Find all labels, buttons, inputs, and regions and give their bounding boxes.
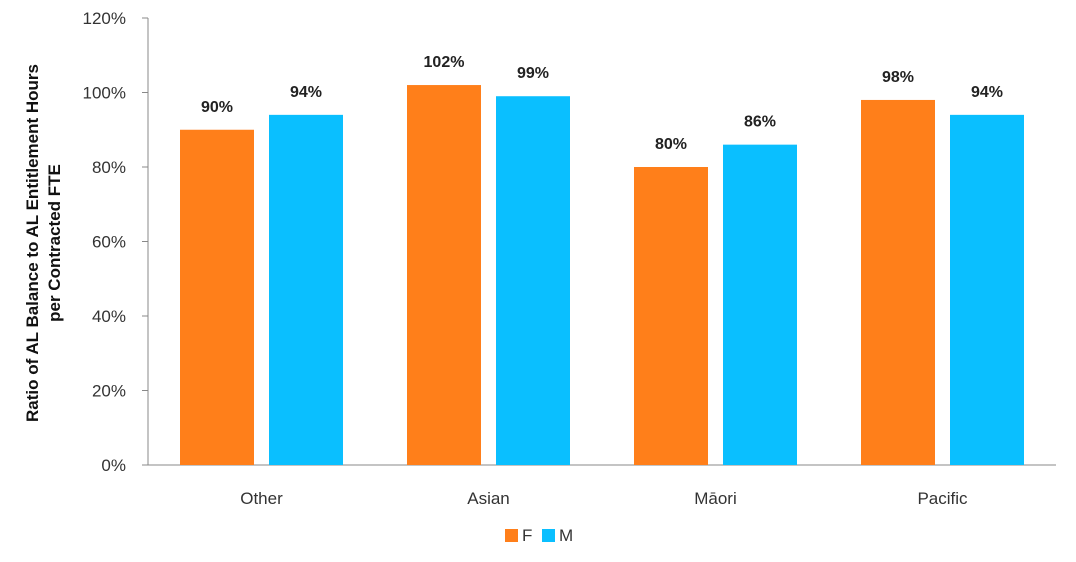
y-axis-ticks: 0% 20% 40% 60% 80% 100% 120% — [83, 9, 148, 475]
bar-f-0 — [180, 129, 254, 465]
data-label-m-1: 99% — [517, 65, 549, 82]
y-axis-title: Ratio of AL Balance to AL Entitlement Ho… — [23, 64, 64, 422]
y-tick-label: 0% — [101, 456, 126, 475]
data-label-f-1: 102% — [424, 54, 465, 71]
y-tick-label: 120% — [83, 9, 126, 28]
bar-f-1 — [407, 85, 481, 466]
category-label: Other — [240, 489, 283, 508]
category-label: Māori — [694, 489, 737, 508]
y-tick-label: 60% — [92, 233, 126, 252]
bar-f-3 — [861, 99, 935, 465]
y-tick-label: 100% — [83, 84, 126, 103]
category-label: Asian — [467, 489, 510, 508]
y-tick-label: 80% — [92, 158, 126, 177]
bar-m-3 — [950, 114, 1024, 465]
data-label-m-2: 86% — [744, 114, 776, 131]
y-tick-label: 20% — [92, 382, 126, 401]
category-label: Pacific — [917, 489, 968, 508]
bar-f-2 — [634, 167, 708, 465]
bar-m-2 — [723, 144, 797, 465]
legend-label-m: M — [559, 526, 573, 545]
legend-swatch-f — [505, 529, 518, 542]
bar-m-1 — [496, 96, 570, 465]
data-label-f-3: 98% — [882, 69, 914, 86]
data-labels: 90% 94% 102% 99% 80% 86% 98% 94% — [201, 54, 1003, 153]
data-label-f-2: 80% — [655, 136, 687, 153]
category-labels: Other Asian Māori Pacific — [240, 489, 968, 508]
y-tick-label: 40% — [92, 307, 126, 326]
y-axis-title-line-2: per Contracted FTE — [45, 164, 64, 322]
data-label-m-3: 94% — [971, 84, 1003, 101]
legend-swatch-m — [542, 529, 555, 542]
data-label-f-0: 90% — [201, 99, 233, 116]
y-axis-title-line-1: Ratio of AL Balance to AL Entitlement Ho… — [23, 64, 42, 422]
legend-label-f: F — [522, 526, 532, 545]
bars — [180, 85, 1024, 466]
bar-m-0 — [269, 114, 343, 465]
data-label-m-0: 94% — [290, 84, 322, 101]
